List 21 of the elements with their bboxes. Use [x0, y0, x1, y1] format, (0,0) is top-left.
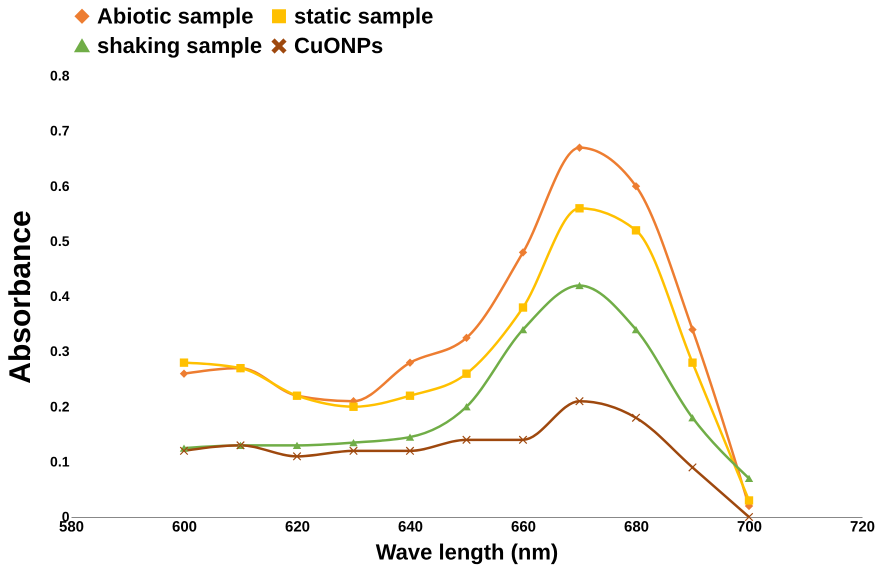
x-tick-label: 700	[736, 518, 762, 536]
x-axis-title: Wave length (nm)	[376, 540, 558, 564]
y-tick-label: 0.4	[50, 288, 70, 304]
x-tick-label: 620	[284, 518, 310, 536]
y-tick-label: 0.5	[50, 232, 70, 249]
y-tick-label: 0.2	[50, 398, 70, 414]
y-tick-label: 0.1	[50, 453, 70, 470]
y-tick-label: 0.6	[50, 178, 70, 194]
y-tick-label: 0.8	[50, 68, 70, 84]
x-tick-label: 680	[624, 518, 650, 536]
y-tick-label: 0.7	[50, 122, 70, 139]
legend-label: Abiotic sample	[97, 3, 254, 28]
legend-label: static sample	[294, 3, 434, 28]
x-tick-label: 640	[398, 518, 424, 536]
legend-label: shaking sample	[97, 33, 262, 58]
legend-label: CuONPs	[294, 33, 384, 58]
x-tick-label: 720	[850, 518, 876, 536]
y-axis-title: Absorbance	[4, 210, 38, 384]
x-tick-label: 600	[172, 518, 198, 536]
x-tick-label: 660	[510, 518, 536, 536]
y-tick-label: 0.3	[50, 343, 70, 360]
